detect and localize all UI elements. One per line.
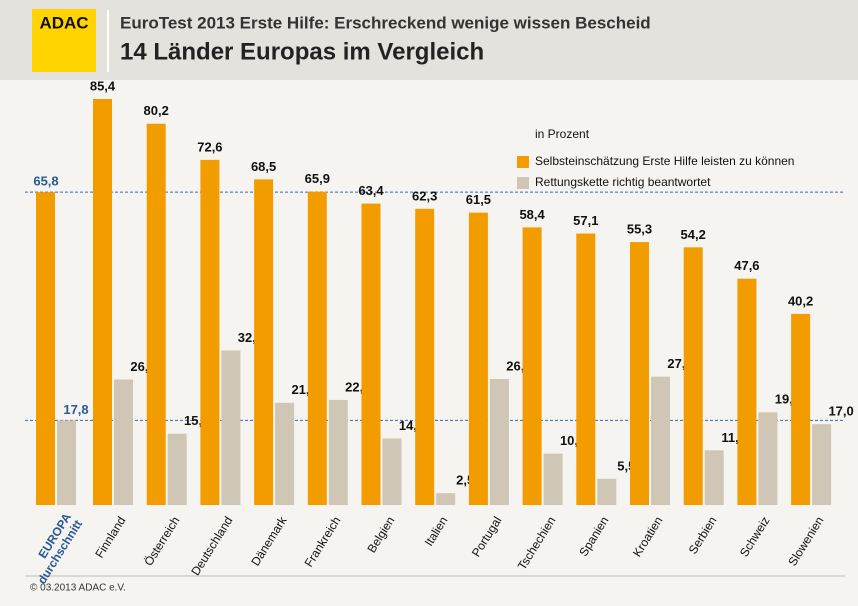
value-label: 47,6 — [734, 258, 759, 273]
bar — [791, 313, 811, 505]
bar — [93, 99, 112, 506]
logo: ADAC — [39, 13, 88, 32]
header-band — [0, 0, 858, 80]
value-label: 54,2 — [681, 227, 706, 242]
legend-label: Rettungskette richtig beantwortet — [535, 175, 711, 189]
bar — [361, 203, 381, 505]
bar — [522, 227, 542, 505]
value-label: 85,4 — [90, 78, 116, 93]
bar — [200, 159, 220, 505]
bar — [382, 438, 402, 505]
chart-subtitle: 14 Länder Europas im Vergleich — [120, 38, 484, 65]
value-label: 68,5 — [251, 159, 276, 174]
bar — [468, 212, 488, 505]
bar — [543, 453, 563, 505]
bar — [576, 233, 596, 505]
bar — [436, 493, 456, 505]
average-label: 65,8 — [33, 174, 58, 189]
value-label: 65,9 — [305, 171, 330, 186]
average-label: 17,8 — [63, 402, 88, 417]
footer: © 03.2013 ADAC e.V. — [30, 583, 126, 594]
bar — [630, 242, 649, 505]
bar — [57, 420, 76, 505]
legend-label: Selbsteinschätzung Erste Hilfe leisten z… — [535, 154, 794, 168]
chart-title: EuroTest 2013 Erste Hilfe: Erschreckend … — [120, 13, 651, 32]
bar — [737, 278, 757, 505]
bar — [683, 247, 703, 506]
bar — [221, 350, 241, 505]
value-label: 40,2 — [788, 293, 813, 308]
legend-title: in Prozent — [535, 127, 590, 141]
bar — [328, 399, 348, 505]
value-label: 72,6 — [197, 139, 222, 154]
value-label: 55,3 — [627, 222, 652, 237]
bar — [704, 450, 724, 505]
bar — [36, 192, 55, 505]
bar — [758, 412, 778, 505]
value-label: 61,5 — [466, 192, 491, 207]
bar — [307, 191, 327, 505]
bar — [114, 379, 133, 505]
legend-swatch — [517, 156, 529, 168]
bar — [254, 179, 274, 505]
value-label: 58,4 — [519, 207, 545, 222]
bar — [651, 376, 670, 505]
bar — [812, 424, 832, 505]
logo-box — [32, 9, 96, 72]
bar — [489, 379, 509, 505]
legend-swatch — [517, 177, 529, 189]
value-label: 17,0 — [828, 404, 853, 419]
bar — [146, 123, 166, 506]
value-label: 57,1 — [573, 213, 598, 228]
value-label: 62,3 — [412, 188, 437, 203]
value-label: 63,4 — [358, 183, 384, 198]
value-label: 80,2 — [144, 103, 169, 118]
bar — [167, 433, 187, 505]
bar — [597, 478, 617, 505]
bar — [415, 208, 435, 505]
bar — [275, 402, 295, 505]
